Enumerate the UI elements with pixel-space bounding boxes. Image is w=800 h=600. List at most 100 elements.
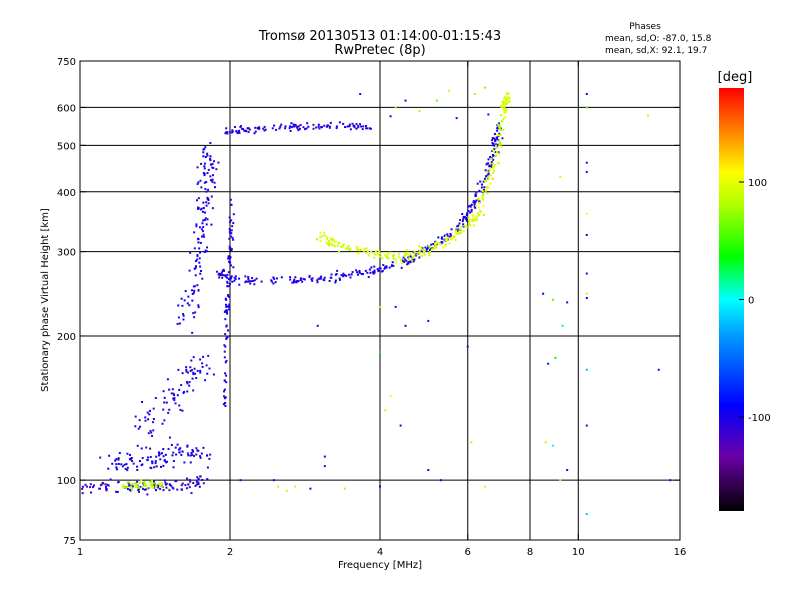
data-point [418,256,421,259]
data-point [482,188,485,191]
data-point [378,251,381,254]
data-point [195,223,198,226]
data-point [185,370,188,373]
data-point [195,225,198,228]
data-point [405,252,408,255]
data-point [254,126,257,129]
data-point [188,304,191,307]
data-point [476,215,479,218]
data-point [330,273,333,276]
data-point [255,277,258,280]
data-point [183,390,186,393]
data-point [360,272,363,275]
data-point [198,485,201,488]
data-point [131,489,134,492]
data-point [193,247,196,250]
data-point [150,482,153,485]
data-point [81,485,84,488]
data-point [473,202,476,205]
data-point [320,275,323,278]
data-point [473,224,476,227]
data-point [391,254,394,257]
data-point [471,214,474,217]
data-point [204,379,207,382]
data-point [379,255,382,258]
data-point [136,468,139,471]
x-tick-label: 2 [227,547,233,558]
grid-lines [80,61,680,540]
data-point [207,197,210,200]
data-point [201,478,204,481]
data-point [498,139,501,142]
data-point [482,213,485,216]
data-point [335,125,338,128]
data-point [189,454,192,457]
data-point [207,168,210,171]
data-point [432,243,435,246]
data-point [190,492,193,495]
data-point [226,329,229,332]
data-point [448,242,451,245]
data-point [279,125,282,128]
data-point [227,256,230,259]
data-point [195,480,198,483]
data-point [114,459,117,462]
data-point [434,246,437,249]
data-point [228,296,231,299]
data-point [213,181,216,184]
data-point [492,165,495,168]
data-point [585,161,588,164]
data-point [225,359,228,362]
data-point [163,401,166,404]
data-point [230,203,233,206]
data-point [474,219,477,222]
data-point [162,448,165,451]
data-point [210,195,213,198]
data-point [238,283,241,286]
data-point [229,246,232,249]
data-point [205,181,208,184]
data-point [179,447,182,450]
data-point [478,200,481,203]
data-point [196,166,199,169]
data-point [206,246,209,249]
data-point [340,274,343,277]
data-point [407,262,410,265]
data-point [131,485,134,488]
data-point [143,480,146,483]
data-point [474,204,477,207]
data-point [196,258,199,261]
data-point [205,250,208,253]
data-point [250,280,253,283]
data-point [182,313,185,316]
data-point [435,99,438,102]
data-point [180,453,183,456]
data-point [228,221,231,224]
data-point [497,143,500,146]
data-point [228,245,231,248]
data-point [474,195,477,198]
data-point [319,236,322,239]
data-point [220,273,223,276]
data-point [247,127,250,130]
data-point [468,218,471,221]
data-point [505,97,508,100]
data-point [294,276,297,279]
data-point [149,429,152,432]
data-point [487,158,490,161]
data-point [202,226,205,229]
data-point [231,130,234,133]
data-point [152,429,155,432]
data-point [370,250,373,253]
data-point [465,214,468,217]
data-point [357,252,360,255]
data-point [162,408,165,411]
data-point [247,130,250,133]
data-point [399,424,402,427]
data-point [203,165,206,168]
data-point [490,157,493,160]
data-point [427,319,430,322]
data-point [344,247,347,250]
data-point [180,384,183,387]
data-point [318,127,321,130]
